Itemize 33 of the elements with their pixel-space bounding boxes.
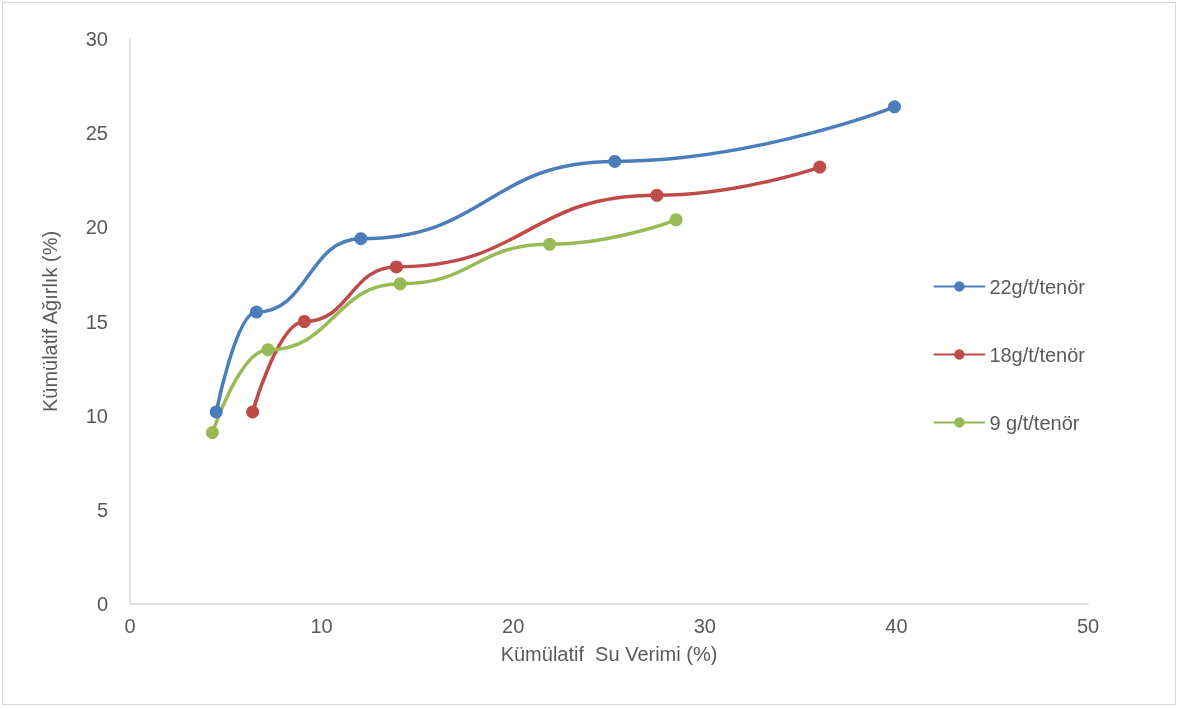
x-tick-label: 20: [502, 615, 525, 637]
point: [813, 160, 827, 174]
point: [888, 100, 901, 114]
point: [389, 260, 403, 274]
point: [669, 213, 683, 227]
y-tick-label: 5: [96, 498, 108, 521]
x-tick-label: 40: [885, 615, 908, 637]
point: [246, 405, 260, 419]
y-tick-label: 20: [85, 216, 108, 239]
point: [608, 154, 622, 168]
x-axis-title: Kümülatif Su Verimi (%): [500, 643, 718, 665]
y-tick-label: 30: [85, 28, 108, 50]
point: [297, 315, 311, 328]
legend-label: 18g/t/tenör: [989, 343, 1086, 366]
point: [261, 343, 275, 357]
legend-label: 22g/t/tenör: [989, 275, 1086, 298]
x-tick-label: 0: [124, 615, 136, 637]
y-tick-label: 10: [85, 404, 108, 427]
y-axis-title: Kümülatif Ağırlık (%): [39, 230, 61, 413]
y-tick-label: 25: [85, 122, 108, 145]
point: [543, 237, 557, 251]
point: [205, 426, 219, 440]
y-tick-label: 15: [85, 310, 108, 333]
point: [209, 405, 223, 419]
point: [393, 277, 407, 291]
point: [650, 188, 664, 202]
x-tick-label: 10: [310, 615, 333, 637]
x-tick-label: 50: [1076, 615, 1100, 637]
y-tick-label: 0: [96, 593, 108, 615]
point: [249, 305, 263, 319]
point: [354, 232, 368, 246]
legend-label: 9 g/t/tenör: [989, 411, 1080, 434]
x-tick-label: 30: [693, 615, 716, 637]
